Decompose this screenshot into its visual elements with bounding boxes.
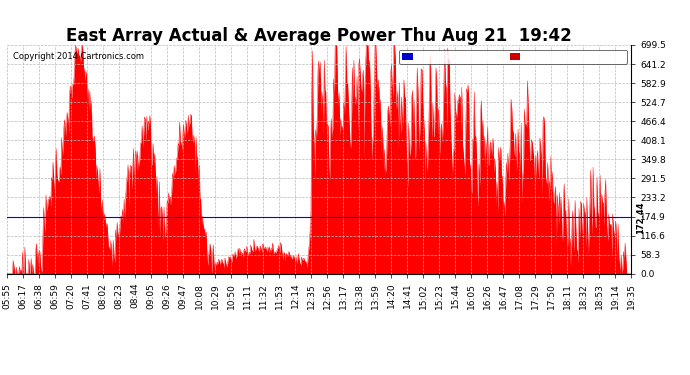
Text: Copyright 2014 Cartronics.com: Copyright 2014 Cartronics.com (13, 52, 144, 61)
Title: East Array Actual & Average Power Thu Aug 21  19:42: East Array Actual & Average Power Thu Au… (66, 27, 572, 45)
Legend: Average  (DC Watts), East Array  (DC Watts): Average (DC Watts), East Array (DC Watts… (399, 50, 627, 64)
Text: 172.44: 172.44 (636, 201, 645, 234)
Text: 172.44: 172.44 (0, 201, 2, 234)
